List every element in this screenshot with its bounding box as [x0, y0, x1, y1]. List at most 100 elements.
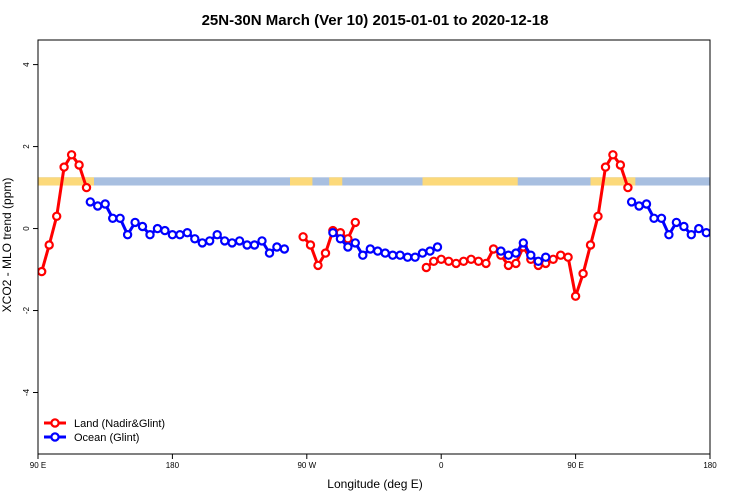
- series-ocean: [85, 197, 710, 266]
- data-point: [279, 244, 290, 254]
- data-point: [649, 213, 659, 223]
- data-point: [417, 248, 428, 258]
- data-point: [219, 236, 230, 246]
- data-point: [473, 256, 484, 266]
- legend-label: Ocean (Glint): [74, 432, 139, 444]
- data-point: [380, 248, 390, 258]
- data-point: [298, 232, 308, 242]
- x-tick-label: 90 W: [297, 461, 316, 470]
- data-point: [115, 213, 125, 223]
- data-point: [92, 201, 103, 211]
- data-point: [526, 250, 536, 260]
- data-point: [350, 217, 360, 228]
- data-point: [701, 228, 710, 238]
- y-tick-label: -4: [22, 388, 31, 396]
- data-point: [488, 244, 499, 254]
- data-point: [81, 182, 92, 193]
- data-point: [313, 260, 323, 271]
- data-point: [175, 229, 185, 240]
- data-point: [656, 213, 667, 223]
- y-tick-label: 2: [22, 144, 31, 149]
- data-point: [608, 150, 618, 160]
- data-point: [365, 244, 375, 254]
- y-axis-label: XCO2 - MLO trend (ppm): [0, 178, 14, 313]
- data-point: [130, 217, 140, 228]
- data-point: [38, 266, 47, 277]
- data-point: [496, 246, 506, 256]
- legend: Land (Nadir&Glint) Ocean (Glint): [44, 418, 165, 444]
- data-point: [182, 227, 192, 238]
- x-axis-label: Longitude (deg E): [327, 477, 422, 491]
- data-point: [44, 240, 54, 250]
- band-land: [590, 177, 636, 186]
- data-point: [578, 268, 588, 279]
- data-point: [272, 242, 282, 252]
- data-point: [432, 242, 443, 252]
- data-point: [518, 238, 529, 248]
- band-land: [38, 177, 94, 186]
- data-point: [212, 229, 222, 240]
- data-point: [541, 252, 551, 262]
- data-point: [74, 160, 84, 170]
- data-point: [615, 160, 626, 170]
- data-point: [410, 252, 420, 262]
- band-land: [290, 177, 313, 186]
- x-tick-label: 180: [703, 461, 717, 470]
- data-point: [107, 213, 118, 223]
- data-point: [429, 256, 439, 266]
- axes: 90 E 180 90 W 0 90 E 180 -4 -2 0 2 4: [22, 62, 717, 470]
- x-tick-label: 0: [439, 461, 444, 470]
- data-point: [503, 250, 514, 260]
- data-point: [395, 250, 405, 260]
- data-point: [451, 258, 461, 269]
- data-point: [227, 238, 237, 248]
- series-line: [425, 153, 630, 298]
- data-point: [623, 182, 633, 193]
- series-layer: [38, 150, 710, 301]
- data-point: [122, 229, 133, 240]
- data-point: [570, 291, 581, 301]
- data-point: [600, 162, 611, 172]
- data-point: [350, 238, 360, 248]
- data-point: [343, 234, 353, 244]
- x-tick-label: 90 E: [30, 461, 46, 470]
- data-point: [503, 260, 514, 271]
- plot-frame: [37, 39, 711, 455]
- data-point: [320, 248, 331, 258]
- data-point: [421, 262, 431, 273]
- data-point: [335, 234, 346, 244]
- data-point: [343, 242, 353, 252]
- data-point: [641, 199, 652, 209]
- data-point: [548, 254, 558, 264]
- data-point: [425, 246, 435, 256]
- data-point: [160, 225, 170, 236]
- land-ocean-band: [38, 177, 710, 186]
- data-point: [249, 240, 260, 250]
- band-ocean: [38, 177, 710, 186]
- band-land: [329, 177, 343, 186]
- data-point: [328, 227, 338, 238]
- y-tick-label: -2: [22, 306, 31, 314]
- data-point: [511, 248, 521, 258]
- data-point: [626, 197, 637, 207]
- data-point: [585, 240, 596, 250]
- data-point: [305, 240, 316, 250]
- data-point: [686, 229, 697, 240]
- x-tick-label: 180: [166, 461, 180, 470]
- data-point: [85, 197, 96, 207]
- data-point: [59, 162, 69, 172]
- data-point: [204, 236, 215, 246]
- legend-swatch-marker: [50, 432, 60, 442]
- x-tick-label: 90 E: [567, 461, 583, 470]
- data-point: [257, 236, 267, 246]
- data-point: [556, 250, 566, 260]
- data-point: [671, 217, 682, 228]
- data-point: [679, 221, 689, 232]
- data-point: [444, 256, 454, 266]
- data-point: [593, 211, 603, 221]
- legend-swatch-marker: [50, 418, 60, 428]
- data-point: [388, 250, 398, 260]
- data-point: [436, 254, 446, 264]
- data-point: [373, 246, 383, 256]
